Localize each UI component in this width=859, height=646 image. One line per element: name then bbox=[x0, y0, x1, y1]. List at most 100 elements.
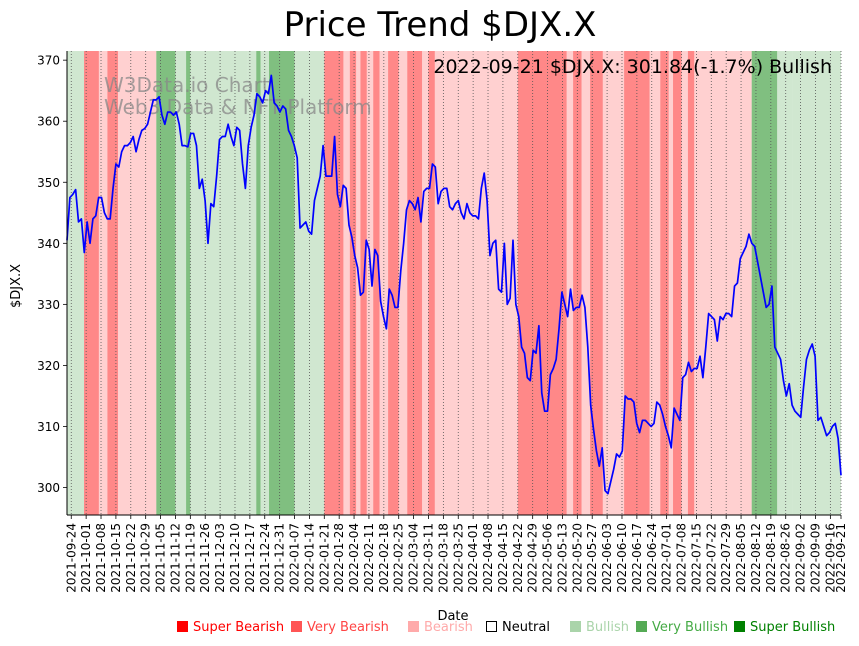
x-axis-label: Date bbox=[437, 609, 468, 624]
x-tick-label: 2021-12-03 bbox=[213, 523, 227, 593]
y-tick-label: 360 bbox=[37, 115, 60, 129]
legend-item-very-bullish: Very Bullish bbox=[636, 620, 728, 635]
band-very-bullish bbox=[156, 51, 176, 515]
band-very-bearish bbox=[84, 51, 99, 515]
x-tick-label: 2022-06-24 bbox=[645, 523, 659, 593]
legend-swatch bbox=[570, 621, 581, 632]
band-bearish bbox=[356, 51, 361, 515]
legend-item-bullish: Bullish bbox=[570, 620, 629, 635]
y-tick-label: 300 bbox=[37, 481, 60, 495]
band-bullish bbox=[792, 51, 841, 515]
y-tick-label: 370 bbox=[37, 54, 60, 68]
x-tick-label: 2022-04-01 bbox=[466, 523, 480, 593]
band-very-bearish bbox=[407, 51, 423, 515]
band-very-bullish bbox=[751, 51, 778, 515]
x-tick-label: 2021-11-19 bbox=[183, 523, 197, 593]
band-bearish bbox=[422, 51, 429, 515]
band-very-bearish bbox=[324, 51, 344, 515]
band-very-bearish bbox=[687, 51, 695, 515]
legend-label: Very Bullish bbox=[652, 620, 729, 635]
x-tick-label: 2022-05-20 bbox=[570, 523, 584, 593]
band-bearish bbox=[366, 51, 374, 515]
price-annotation: 2022-09-21 $DJX.X: 301.84(-1.7%) Bullish bbox=[433, 56, 832, 78]
x-tick-label: 2022-02-25 bbox=[392, 523, 406, 593]
x-tick-label: 2022-06-03 bbox=[600, 523, 614, 593]
x-tick-label: 2022-07-08 bbox=[675, 523, 689, 593]
x-tick-label: 2022-03-25 bbox=[451, 523, 465, 593]
band-bullish bbox=[777, 51, 793, 515]
x-tick-label: 2022-07-15 bbox=[689, 523, 703, 593]
x-tick-label: 2021-12-24 bbox=[258, 523, 272, 593]
x-tick-label: 2021-12-17 bbox=[243, 523, 257, 593]
band-bullish bbox=[190, 51, 204, 515]
x-tick-label: 2022-07-29 bbox=[719, 523, 733, 593]
band-very-bullish bbox=[269, 51, 295, 515]
x-tick-label: 2022-06-17 bbox=[630, 523, 644, 593]
price-line bbox=[66, 74, 842, 495]
y-tick-label: 330 bbox=[37, 298, 60, 312]
band-bearish bbox=[343, 51, 350, 515]
x-tick-label: 2022-09-16 bbox=[823, 523, 837, 593]
x-tick-label: 2022-07-22 bbox=[704, 523, 718, 593]
x-tick-label: 2022-09-02 bbox=[794, 523, 808, 593]
x-tick-label: 2022-04-29 bbox=[526, 523, 540, 593]
y-tick-label: 310 bbox=[37, 420, 60, 434]
band-bullish bbox=[203, 51, 248, 515]
legend-swatch bbox=[636, 621, 647, 632]
legend-item-super-bullish: Super Bullish bbox=[734, 620, 835, 635]
x-tick-label: 2022-04-22 bbox=[511, 523, 525, 593]
x-tick-label: 2022-01-07 bbox=[288, 523, 302, 593]
x-tick-label: 2022-03-11 bbox=[421, 523, 435, 593]
band-very-bearish bbox=[590, 51, 603, 515]
band-bearish bbox=[566, 51, 574, 515]
band-bearish bbox=[118, 51, 157, 515]
x-tick-label: 2022-01-21 bbox=[317, 523, 331, 593]
legend-label: Bearish bbox=[424, 620, 473, 635]
band-very-bearish bbox=[107, 51, 119, 515]
x-tick-label: 2021-12-10 bbox=[228, 523, 242, 593]
x-tick-label: 2021-09-24 bbox=[64, 523, 78, 593]
legend-item-neutral: Neutral bbox=[486, 620, 550, 635]
x-tick-label: 2022-01-28 bbox=[332, 523, 346, 593]
x-tick-label: 2021-10-08 bbox=[94, 523, 108, 593]
watermark-line-1: W3Data.io Chart bbox=[104, 73, 270, 97]
trend-bands bbox=[67, 51, 841, 515]
x-tick-label: 2022-08-05 bbox=[734, 523, 748, 593]
x-tick-label: 2021-11-05 bbox=[154, 523, 168, 593]
x-tick-label: 2022-01-14 bbox=[302, 523, 316, 593]
watermark: W3Data.io Chart Web3 Data & NFT Platform bbox=[104, 73, 372, 119]
legend-label: Very Bearish bbox=[307, 620, 389, 635]
band-bearish bbox=[668, 51, 674, 515]
x-tick-label: 2022-02-04 bbox=[347, 523, 361, 593]
vertical-gridlines bbox=[70, 51, 842, 515]
band-very-bullish bbox=[186, 51, 191, 515]
band-very-bearish bbox=[373, 51, 380, 515]
y-tick-label: 350 bbox=[37, 176, 60, 190]
legend-label: Super Bullish bbox=[750, 620, 836, 635]
x-tick-label: 2022-02-11 bbox=[362, 523, 376, 593]
band-bullish bbox=[309, 51, 325, 515]
chart-title: Price Trend $DJX.X bbox=[284, 5, 597, 45]
x-tick-label: 2022-08-26 bbox=[779, 523, 793, 593]
x-tick-label: 2021-10-15 bbox=[109, 523, 123, 593]
legend-item-very-bearish: Very Bearish bbox=[291, 620, 389, 635]
x-tick-label: 2022-02-18 bbox=[377, 523, 391, 593]
band-bullish bbox=[67, 51, 85, 515]
x-tick-label: 2022-04-08 bbox=[481, 523, 495, 593]
band-bearish bbox=[649, 51, 661, 515]
x-tick-label: 2022-05-13 bbox=[555, 523, 569, 593]
band-very-bearish bbox=[660, 51, 669, 515]
band-very-bearish bbox=[428, 51, 435, 515]
x-tick-label: 2022-07-01 bbox=[660, 523, 674, 593]
legend-swatch bbox=[486, 621, 497, 632]
band-very-bearish bbox=[388, 51, 399, 515]
x-tick-label: 2022-04-15 bbox=[496, 523, 510, 593]
x-tick-label: 2021-10-29 bbox=[139, 523, 153, 593]
band-bullish bbox=[175, 51, 187, 515]
band-bearish bbox=[602, 51, 625, 515]
y-tick-label: 340 bbox=[37, 237, 60, 251]
x-tick-label: 2022-09-21 bbox=[834, 523, 848, 593]
x-tick-label: 2022-05-27 bbox=[585, 523, 599, 593]
band-bearish bbox=[98, 51, 108, 515]
